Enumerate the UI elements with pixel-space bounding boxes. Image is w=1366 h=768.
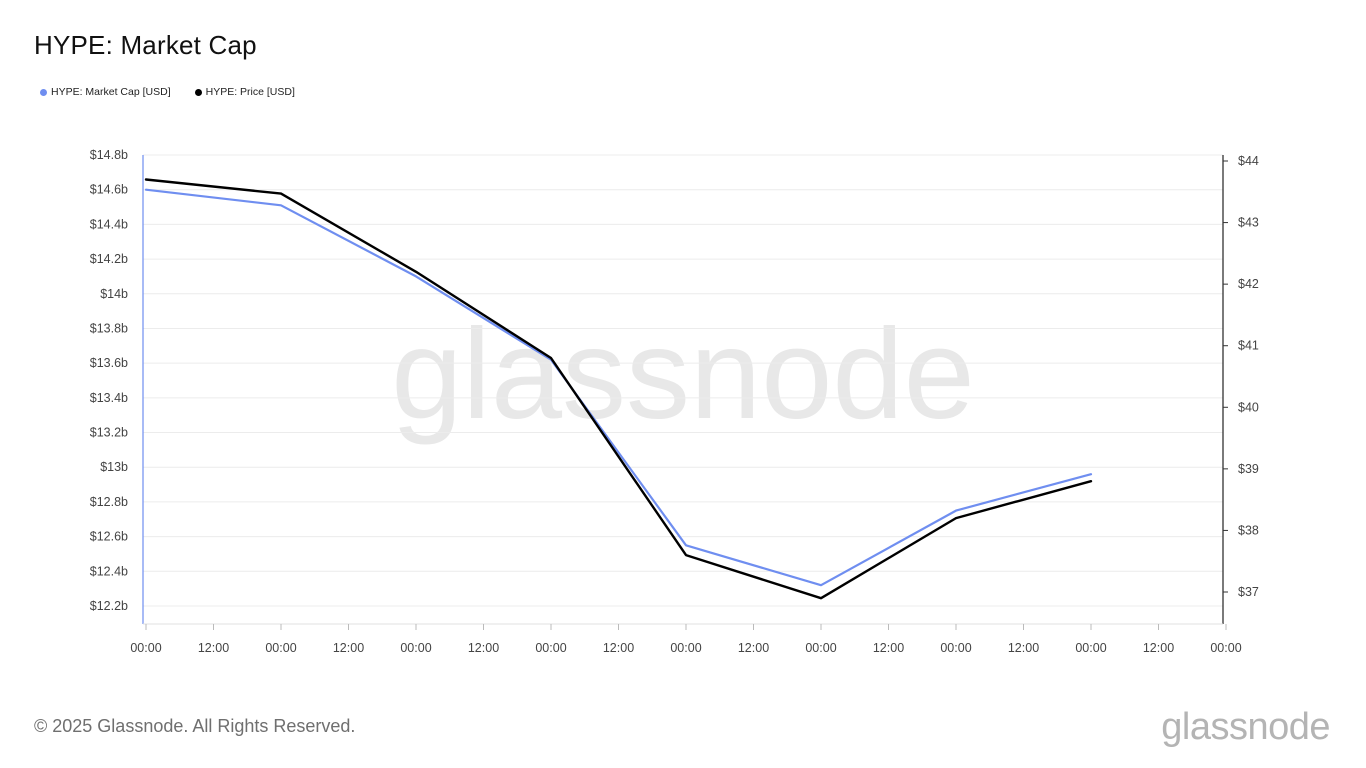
- y-axis-right-ticks: $44 $43 $42 $41 $40 $39 $38 $37: [1223, 154, 1259, 599]
- x-tick-label: 00:00: [1075, 641, 1106, 655]
- y-left-tick-label: $12.6b: [90, 530, 128, 544]
- y-right-tick-label: $42: [1238, 277, 1259, 291]
- y-left-tick-label: $12.8b: [90, 495, 128, 509]
- x-tick-label: 12:00: [873, 641, 904, 655]
- legend: HYPE: Market Cap [USD] HYPE: Price [USD]: [40, 86, 295, 98]
- y-left-tick-label: $14.2b: [90, 252, 128, 266]
- legend-dot-price: [194, 88, 202, 96]
- legend-label-price: HYPE: Price [USD]: [205, 86, 295, 98]
- x-tick-label: 00:00: [805, 641, 836, 655]
- y-right-tick-label: $40: [1238, 400, 1259, 414]
- y-left-tick-label: $13b: [100, 460, 128, 474]
- legend-item-market-cap[interactable]: HYPE: Market Cap [USD]: [40, 86, 171, 98]
- axes: [142, 155, 1224, 625]
- x-tick-label: 12:00: [1008, 641, 1039, 655]
- x-tick-label: 00:00: [265, 641, 296, 655]
- gridlines: [143, 154, 1223, 607]
- legend-item-price[interactable]: HYPE: Price [USD]: [194, 86, 295, 98]
- x-tick-label: 12:00: [198, 641, 229, 655]
- y-right-tick-label: $38: [1238, 523, 1259, 537]
- y-right-tick-label: $39: [1238, 462, 1259, 476]
- x-tick-label: 12:00: [603, 641, 634, 655]
- x-tick-label: 00:00: [535, 641, 566, 655]
- x-tick-label: 12:00: [1143, 641, 1174, 655]
- x-tick-label: 00:00: [1210, 641, 1241, 655]
- x-tick-label: 00:00: [400, 641, 431, 655]
- series-lines: [144, 178, 1093, 600]
- legend-dot-market-cap: [40, 88, 47, 96]
- y-right-tick-label: $43: [1238, 216, 1259, 230]
- y-left-tick-label: $12.4b: [90, 564, 128, 578]
- y-left-tick-label: $13.6b: [90, 356, 128, 370]
- y-left-tick-label: $14.4b: [90, 217, 128, 231]
- y-right-tick-label: $44: [1238, 154, 1259, 168]
- x-tick-label: 12:00: [468, 641, 499, 655]
- y-right-tick-label: $41: [1238, 339, 1259, 353]
- y-left-tick-label: $12.2b: [90, 599, 128, 613]
- x-axis-ticks: 00:00 12:00 00:00 12:00 00:00 12:00 00:00 12:00…: [130, 624, 1242, 655]
- y-left-tick-label: $13.8b: [90, 321, 128, 335]
- y-left-tick-label: $14.8b: [90, 148, 128, 162]
- y-right-tick-label: $37: [1238, 585, 1259, 599]
- y-left-tick-label: $13.4b: [90, 391, 128, 405]
- chart-title: HYPE: Market Cap: [34, 30, 257, 60]
- x-tick-label: 12:00: [738, 641, 769, 655]
- series-line-price: [144, 178, 1093, 600]
- x-tick-label: 00:00: [670, 641, 701, 655]
- x-tick-label: 12:00: [333, 641, 364, 655]
- footer-logo: glassnode: [1161, 706, 1330, 748]
- legend-label-market-cap: HYPE: Market Cap [USD]: [51, 86, 171, 98]
- y-left-tick-label: $14.6b: [90, 183, 128, 197]
- watermark-text: glassnode: [391, 303, 975, 446]
- x-tick-label: 00:00: [940, 641, 971, 655]
- series-line-market-cap: [144, 188, 1093, 587]
- y-left-tick-label: $14b: [100, 287, 128, 301]
- x-tick-label: 00:00: [130, 641, 161, 655]
- footer-copyright: © 2025 Glassnode. All Rights Reserved.: [34, 716, 356, 736]
- y-axis-left-ticks: $14.8b $14.6b $14.4b $14.2b $14b $13.8b $13.6b…: [90, 148, 128, 613]
- y-left-tick-label: $13.2b: [90, 426, 128, 440]
